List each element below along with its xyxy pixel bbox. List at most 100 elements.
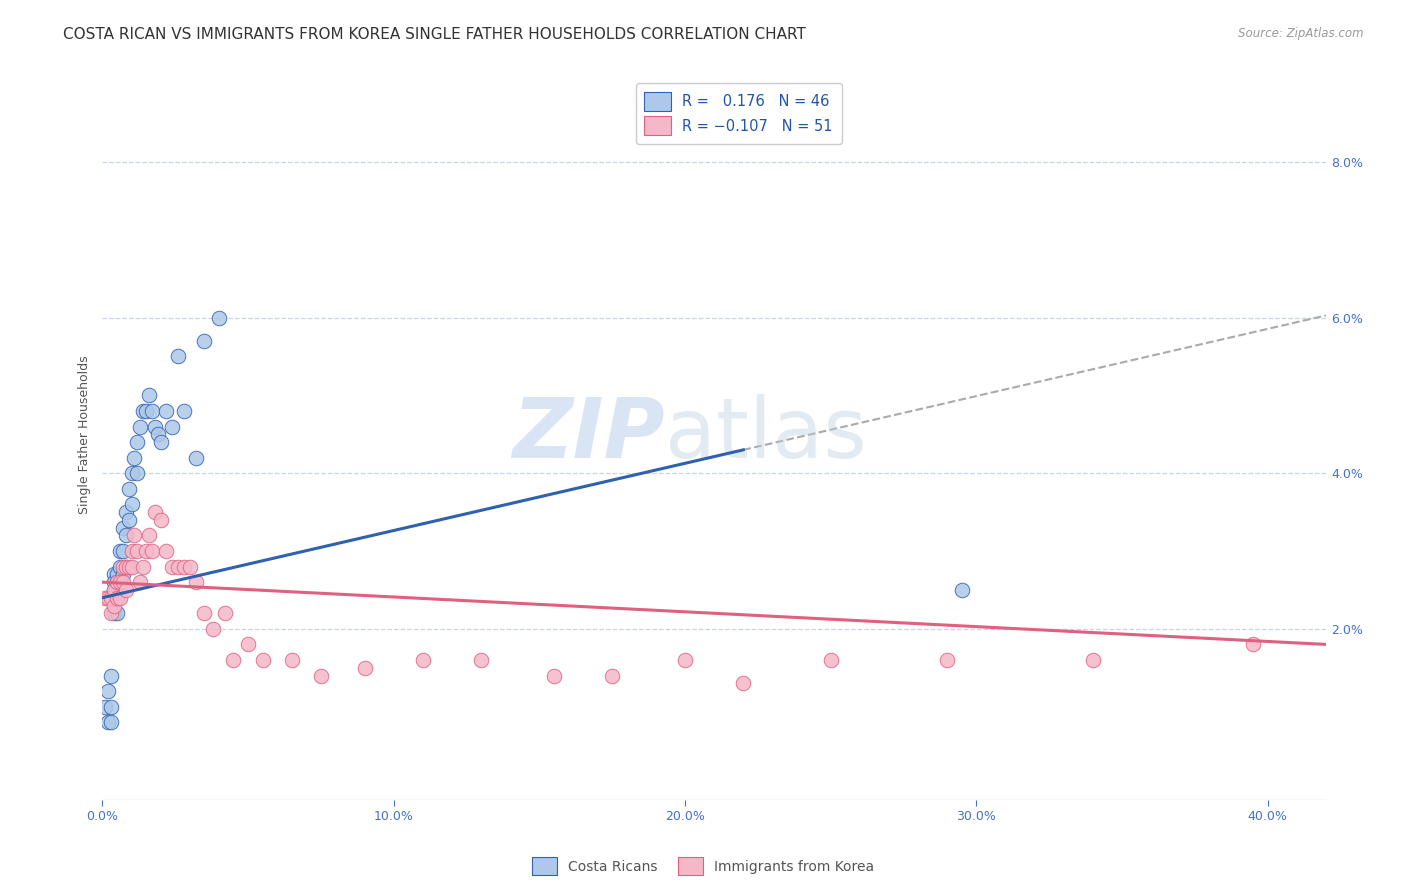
Point (252, 653, 274, 667)
Point (108, 591, 131, 605)
Point (108, 575, 131, 590)
Point (936, 653, 959, 667)
Point (103, 599, 125, 613)
Point (103, 582, 125, 597)
Point (733, 676, 755, 690)
Point (105, 607, 128, 621)
Point (105, 591, 128, 605)
Point (121, 544, 143, 558)
Point (105, 567, 128, 582)
Point (155, 404, 177, 418)
Point (129, 575, 152, 590)
Point (470, 653, 492, 667)
Point (121, 497, 143, 511)
Point (167, 559, 190, 574)
Text: ZIP: ZIP (513, 393, 665, 475)
Point (100, 699, 122, 714)
Legend: Costa Ricans, Immigrants from Korea: Costa Ricans, Immigrants from Korea (526, 852, 880, 880)
Point (100, 607, 122, 621)
Point (100, 591, 122, 605)
Point (143, 505, 166, 519)
Point (127, 466, 149, 480)
Point (108, 544, 131, 558)
Point (138, 528, 160, 542)
Text: COSTA RICAN VS IMMIGRANTS FROM KOREA SINGLE FATHER HOUSEHOLDS CORRELATION CHART: COSTA RICAN VS IMMIGRANTS FROM KOREA SIN… (63, 27, 806, 42)
Point (108, 559, 131, 574)
Point (132, 559, 155, 574)
Point (820, 653, 842, 667)
Point (114, 582, 136, 597)
Point (162, 419, 184, 434)
Text: atlas: atlas (665, 393, 868, 475)
Point (950, 582, 973, 597)
Point (132, 404, 155, 418)
Point (117, 482, 139, 496)
Point (114, 528, 136, 542)
Legend: R =   0.176   N = 46, R = −0.107   N = 51: R = 0.176 N = 46, R = −0.107 N = 51 (636, 83, 842, 144)
Point (173, 404, 195, 418)
Point (143, 419, 166, 434)
Point (100, 715, 122, 730)
Point (111, 521, 134, 535)
Point (155, 544, 177, 558)
Point (97, 684, 120, 698)
Point (100, 668, 122, 682)
Point (127, 544, 149, 558)
Point (179, 559, 201, 574)
Y-axis label: Single Father Households: Single Father Households (79, 355, 91, 514)
Point (138, 388, 160, 402)
Point (236, 637, 259, 651)
Point (129, 419, 152, 434)
Point (111, 559, 134, 574)
Point (103, 575, 125, 590)
Point (353, 661, 375, 675)
Point (103, 607, 125, 621)
Point (309, 668, 332, 682)
Point (146, 427, 169, 442)
Point (114, 505, 136, 519)
Point (124, 450, 146, 465)
Point (97, 715, 120, 730)
Point (105, 591, 128, 605)
Point (111, 567, 134, 582)
Point (117, 513, 139, 527)
Point (111, 544, 134, 558)
Point (173, 559, 195, 574)
Point (543, 668, 565, 682)
Point (135, 544, 157, 558)
Point (149, 513, 172, 527)
Point (111, 575, 134, 590)
Point (184, 575, 207, 590)
Point (193, 607, 215, 621)
Point (141, 544, 163, 558)
Point (103, 567, 125, 582)
Point (121, 466, 143, 480)
Point (193, 334, 215, 348)
Point (673, 653, 696, 667)
Point (1081, 653, 1104, 667)
Point (105, 575, 128, 590)
Point (214, 607, 236, 621)
Point (162, 559, 184, 574)
Point (124, 528, 146, 542)
Point (94, 591, 117, 605)
Text: Source: ZipAtlas.com: Source: ZipAtlas.com (1239, 27, 1364, 40)
Point (149, 435, 172, 450)
Point (121, 559, 143, 574)
Point (412, 653, 434, 667)
Point (127, 435, 149, 450)
Point (114, 559, 136, 574)
Point (167, 350, 190, 364)
Point (184, 450, 207, 465)
Point (1241, 637, 1264, 651)
Point (135, 404, 157, 418)
Point (141, 404, 163, 418)
Point (97, 591, 120, 605)
Point (281, 653, 304, 667)
Point (117, 559, 139, 574)
Point (103, 582, 125, 597)
Point (600, 668, 623, 682)
Point (202, 622, 225, 636)
Point (208, 310, 231, 325)
Point (94, 699, 117, 714)
